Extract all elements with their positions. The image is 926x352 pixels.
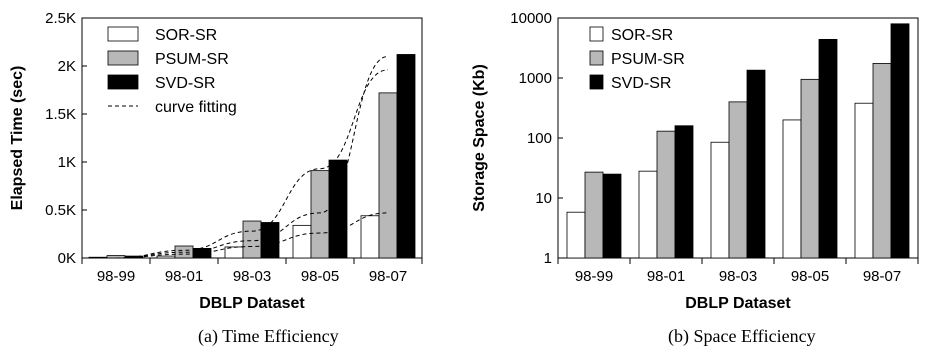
x-tick-label: 98-05 (301, 268, 339, 285)
y-axis-title: Elapsed Time (sec) (9, 66, 26, 211)
bar-psum-sr (378, 92, 398, 259)
legend-label: SOR-SR (611, 27, 673, 44)
space-efficiency-chart: 1 10 100 1000 10000 98-99 98-01 98-03 98-05 98-07… (471, 10, 919, 347)
legend-label: SOR-SR (155, 27, 217, 44)
curve-fit-line (115, 69, 389, 259)
bar-sor-sr (566, 211, 586, 259)
y-tick-label: 1000 (519, 70, 552, 87)
legend-swatch (107, 74, 139, 90)
time-efficiency-chart: 0K 0.5K 1K 1.5K 2K 2.5K 98-99 98-01 98-03 98-05 98… (9, 10, 423, 347)
y-tick-label: 2.5K (45, 10, 76, 27)
legend-label: PSUM-SR (155, 51, 229, 68)
bar-svd-sr (818, 38, 838, 259)
bar-psum-sr (728, 101, 748, 259)
bar-svd-sr (602, 173, 622, 259)
bar-psum-sr (310, 170, 330, 259)
bar-sor-sr (360, 215, 380, 259)
bar-svd-sr (746, 69, 766, 259)
figure-caption: (a) Time Efficiency (198, 326, 339, 347)
bar-svd-sr (328, 159, 348, 259)
curve-fit-line (115, 55, 389, 259)
y-tick-label: 2K (58, 58, 76, 75)
y-tick-label: 10 (535, 190, 552, 207)
x-tick-label: 98-99 (575, 268, 613, 285)
curve-fit-line (115, 212, 389, 259)
y-axis-title: Storage Space (Kb) (471, 64, 488, 212)
bar-psum-sr (800, 78, 820, 259)
bar-psum-sr (584, 171, 604, 259)
bar-sor-sr (88, 256, 108, 259)
legend-label: SVD-SR (155, 75, 215, 92)
legend-label: PSUM-SR (611, 51, 685, 68)
legend-label: curve fitting (155, 99, 237, 116)
x-tick-label: 98-07 (369, 268, 407, 285)
bar-psum-sr (242, 220, 262, 259)
x-tick-label: 98-01 (165, 268, 203, 285)
x-tick-label: 98-07 (863, 268, 901, 285)
x-tick-label: 98-03 (233, 268, 271, 285)
y-tick-label: 1 (544, 250, 552, 267)
bar-sor-sr (156, 255, 176, 259)
y-tick-label: 0.5K (45, 202, 76, 219)
y-tick-label: 1.5K (45, 106, 76, 123)
bar-psum-sr (872, 63, 892, 259)
x-axis-title: DBLP Dataset (199, 295, 305, 312)
legend-swatch (107, 50, 139, 66)
bar-svd-sr (260, 222, 280, 259)
bar-sor-sr (854, 102, 874, 259)
bar-sor-sr (710, 141, 730, 259)
x-tick-label: 98-01 (647, 268, 685, 285)
bar-svd-sr (396, 54, 416, 259)
y-tick-label: 1K (58, 154, 76, 171)
x-tick-label: 98-05 (791, 268, 829, 285)
legend-swatch (589, 74, 604, 90)
x-tick-label: 98-99 (97, 268, 135, 285)
legend-swatch (589, 50, 604, 66)
y-tick-label: 0K (58, 250, 76, 267)
bar-sor-sr (782, 119, 802, 259)
x-tick-label: 98-03 (719, 268, 757, 285)
figure-caption: (b) Space Efficiency (668, 326, 816, 347)
legend-swatch (589, 26, 604, 42)
y-tick-label: 10000 (510, 10, 552, 27)
y-tick-label: 100 (527, 130, 552, 147)
bar-psum-sr (656, 130, 676, 259)
bar-sor-sr (638, 170, 658, 259)
bar-svd-sr (674, 125, 694, 259)
bar-svd-sr (890, 23, 910, 259)
x-axis-title: DBLP Dataset (685, 295, 791, 312)
bar-psum-sr (174, 245, 194, 259)
bar-sor-sr (292, 224, 312, 259)
legend-swatch (107, 26, 139, 42)
legend-label: SVD-SR (611, 75, 671, 92)
